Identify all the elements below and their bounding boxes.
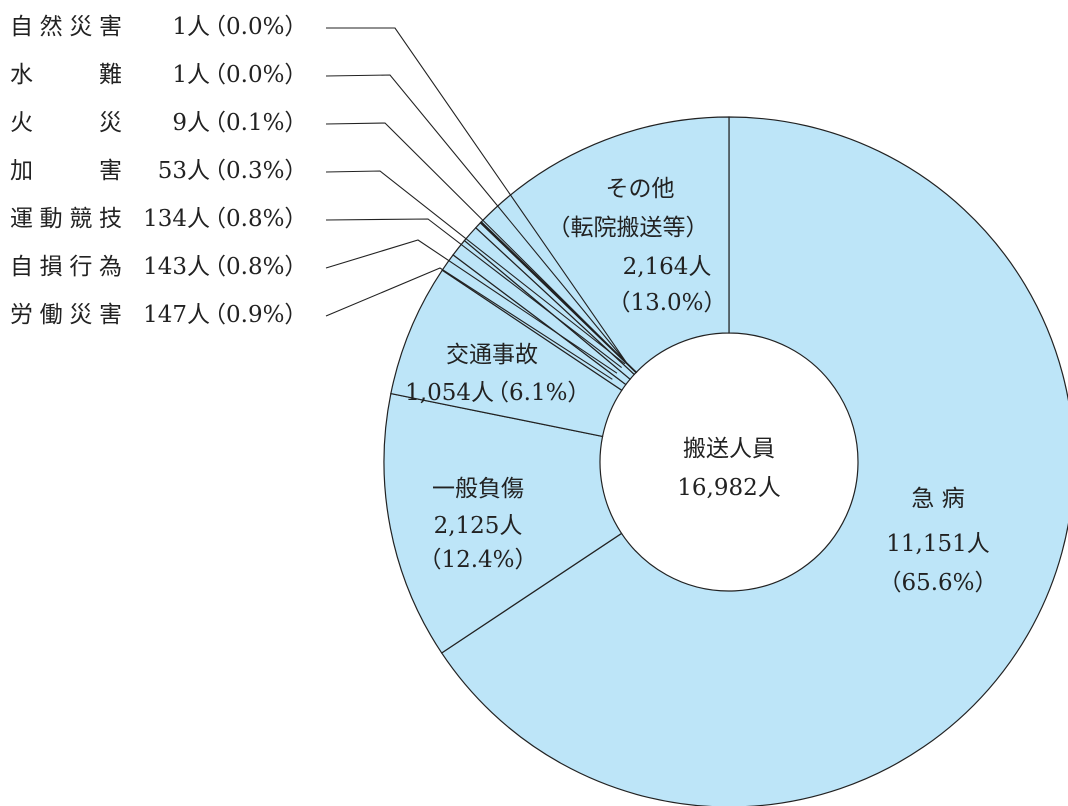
leader-line (325, 122, 627, 364)
value-label: 9人 (172, 110, 210, 136)
total-label: 16,982人 (677, 475, 780, 501)
value-label: 1,054人 (405, 380, 494, 406)
percent-label: （0.1%） (203, 110, 307, 136)
value-label: 143人 (143, 254, 210, 280)
leader-line (325, 218, 622, 368)
category-label: 急 病 (911, 486, 964, 512)
category-label: 水 難 (10, 62, 122, 88)
category-label: 自然災害 (10, 14, 122, 40)
value-label: 11,151人 (886, 531, 989, 557)
category-label: その他 (606, 176, 675, 202)
value-label: 1人 (172, 14, 210, 40)
value-label: 147人 (143, 302, 210, 328)
category-label: 火 災 (10, 110, 122, 136)
center-label: 搬送人員 (683, 436, 775, 462)
slice (440, 116, 1068, 806)
percent-label: （0.8%） (203, 206, 307, 232)
percent-label: （0.9%） (203, 302, 307, 328)
leader-line (325, 239, 618, 374)
slice (480, 116, 730, 374)
percent-label: （65.6%） (878, 570, 997, 596)
slice (383, 392, 623, 654)
percent-label: （0.0%） (203, 14, 307, 40)
leader-line (325, 170, 626, 365)
leader-line (325, 267, 613, 380)
leader-line (325, 74, 627, 363)
percent-label: （0.3%） (203, 158, 307, 184)
category-note: （転院搬送等） (548, 215, 709, 241)
percent-label: （13.0%） (607, 290, 726, 316)
value-label: 134人 (143, 206, 210, 232)
percent-label: （12.4%） (418, 547, 537, 573)
category-label: 労働災害 (10, 302, 122, 328)
category-label: 運動競技 (10, 206, 122, 232)
percent-label: （0.0%） (203, 62, 307, 88)
category-label: 加 害 (10, 158, 122, 184)
leader-line (326, 27, 627, 363)
value-label: 2,164人 (623, 254, 712, 280)
value-label: 2,125人 (434, 513, 523, 539)
category-label: 自損行為 (10, 254, 122, 280)
value-label: 1人 (172, 62, 210, 88)
percent-label: （6.1%） (486, 380, 590, 406)
category-label: 一般負傷 (432, 476, 524, 502)
percent-label: （0.8%） (203, 254, 307, 280)
value-label: 53人 (158, 158, 210, 184)
category-label: 交通事故 (446, 342, 538, 368)
